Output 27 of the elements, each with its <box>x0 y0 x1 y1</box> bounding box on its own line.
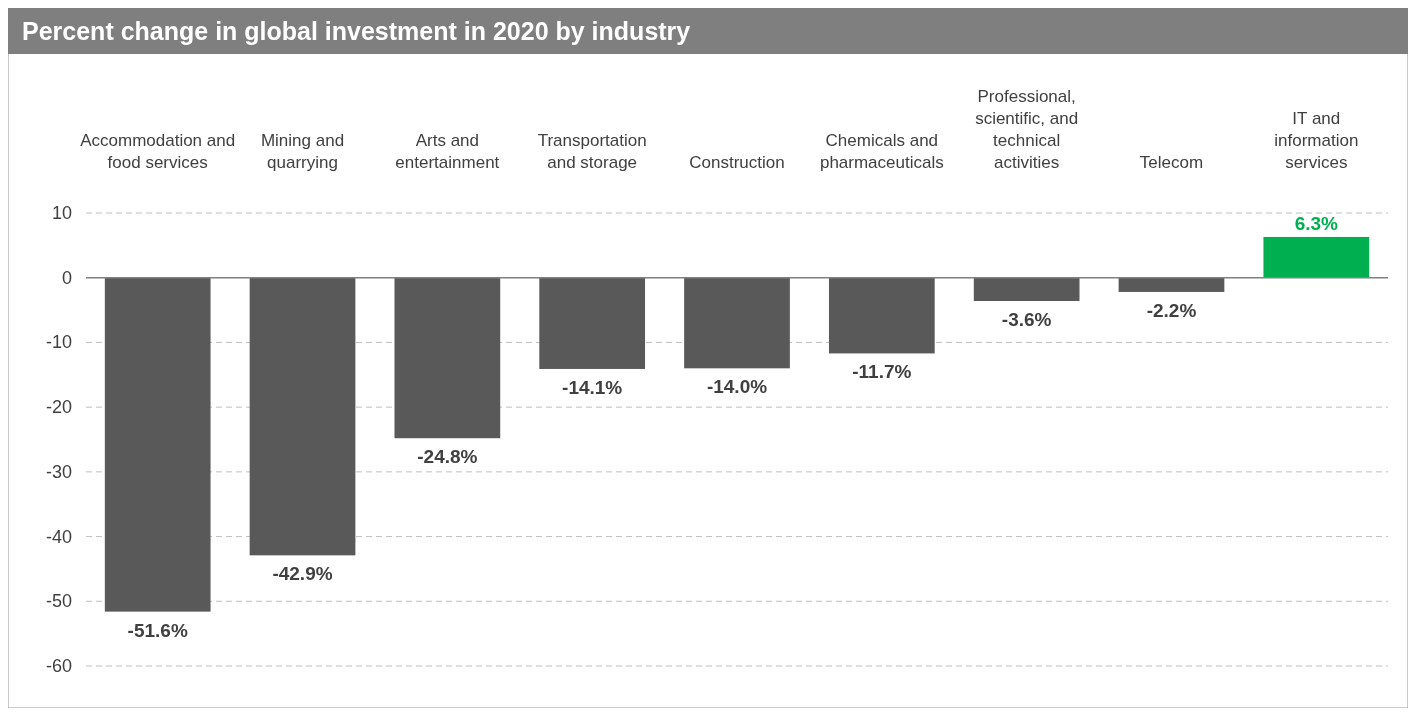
x-tick-label: Mining and quarrying <box>260 131 345 172</box>
x-tick-label: Arts and entertainment <box>395 131 500 172</box>
y-tick-label: -60 <box>45 656 72 676</box>
y-tick-label: -30 <box>45 461 72 482</box>
x-tick-label: Chemicals and pharmaceuticals <box>819 131 944 172</box>
data-label: -14.0% <box>706 376 768 398</box>
data-label: -42.9% <box>272 563 333 585</box>
x-tick-label: IT and information services <box>1274 109 1359 172</box>
x-tick-label: Transportation and storage <box>537 131 647 172</box>
data-label: -11.7% <box>852 361 912 383</box>
data-label: -24.8% <box>417 446 478 468</box>
x-tick-label: Accommodation and food services <box>80 131 236 172</box>
y-tick-label: -50 <box>45 591 72 612</box>
data-label: -51.6% <box>127 619 188 641</box>
y-tick-label: -10 <box>45 332 72 353</box>
y-tick-label: 0 <box>61 267 72 288</box>
x-tick-label: Construction <box>689 153 785 172</box>
x-tick-label: Telecom <box>1139 153 1204 172</box>
data-label: -14.1% <box>562 376 623 398</box>
y-tick-label: 10 <box>51 203 72 223</box>
y-tick-label: -20 <box>45 397 72 418</box>
y-tick-label: -40 <box>45 526 72 547</box>
data-label: -2.2% <box>1146 299 1197 321</box>
data-label: -3.6% <box>1001 309 1052 331</box>
x-tick-label: Professional, scientific, and technical activities <box>975 87 1079 172</box>
chart-title: Percent change in global investment in 2020 by industry <box>22 17 691 45</box>
data-label: 6.3% <box>1294 212 1339 234</box>
